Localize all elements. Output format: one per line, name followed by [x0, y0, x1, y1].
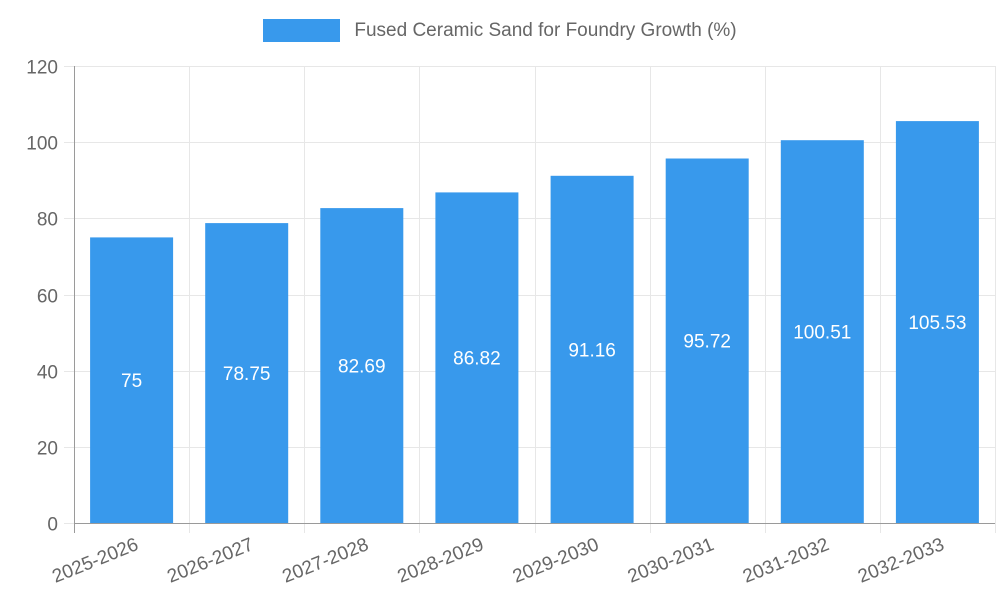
y-axis-tick-label: 80	[37, 210, 58, 231]
bar[interactable]	[550, 175, 634, 524]
bar-value-label: 82.69	[338, 357, 386, 378]
y-axis-tick-label: 40	[37, 363, 58, 384]
x-axis-tick-label: 2025-2026	[49, 534, 141, 588]
bar-value-label: 86.82	[453, 349, 501, 370]
x-axis-tick-label: 2026-2027	[164, 534, 256, 588]
legend-swatch[interactable]	[263, 19, 341, 42]
bar-value-label: 105.53	[908, 313, 966, 334]
bar-value-label: 100.51	[793, 323, 851, 344]
y-axis-tick-label: 120	[26, 58, 58, 79]
legend-label[interactable]: Fused Ceramic Sand for Foundry Growth (%…	[354, 19, 737, 41]
x-axis-tick-label: 2032-2033	[855, 534, 947, 588]
y-axis-tick-label: 100	[26, 134, 58, 155]
bar-value-label: 75	[121, 371, 142, 392]
x-axis-tick-label: 2029-2030	[510, 534, 602, 588]
x-axis-tick-label: 2031-2032	[740, 534, 832, 588]
bar[interactable]	[205, 223, 289, 523]
y-axis-tick-label: 0	[47, 515, 58, 536]
bar[interactable]	[895, 121, 979, 523]
x-axis-tick-label: 2028-2029	[395, 534, 487, 588]
bar[interactable]	[435, 192, 519, 523]
x-axis-tick-label: 2027-2028	[280, 534, 372, 588]
x-axis-tick-label: 2030-2031	[625, 534, 717, 588]
bar-value-label: 91.16	[568, 340, 616, 361]
bar[interactable]	[90, 237, 174, 523]
y-axis-tick-label: 20	[37, 439, 58, 460]
bar-value-label: 78.75	[223, 364, 271, 385]
bar[interactable]	[320, 208, 404, 523]
y-axis-tick-label: 60	[37, 287, 58, 308]
bar[interactable]	[665, 158, 749, 524]
chart-legend[interactable]: Fused Ceramic Sand for Foundry Growth (%…	[0, 19, 1000, 42]
bar[interactable]	[780, 140, 864, 523]
bar-value-label: 95.72	[683, 332, 731, 353]
